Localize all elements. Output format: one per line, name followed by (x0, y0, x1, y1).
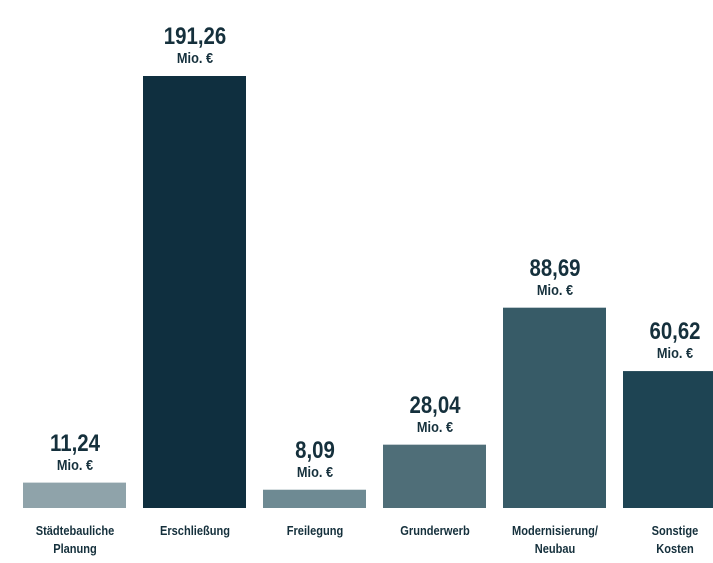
category-label: Städtebauliche Planung (35, 523, 114, 556)
bar (623, 371, 713, 508)
bar (503, 307, 606, 508)
value-label: 11,24 Mio. € (49, 429, 100, 474)
value-label: 28,04 Mio. € (408, 391, 461, 436)
bar (143, 76, 246, 508)
category-label: Sonstige Kosten (651, 523, 698, 556)
value-label: 60,62 Mio. € (648, 318, 701, 363)
category-label: Modernisierung/ Neubau (511, 523, 598, 556)
bar (383, 444, 486, 508)
category-label: Freilegung (286, 523, 343, 538)
bar (23, 482, 126, 508)
bar (263, 489, 366, 508)
category-label: Grunderwerb (399, 523, 470, 538)
category-label: Erschließung (159, 523, 230, 538)
value-label: 88,69 Mio. € (528, 254, 581, 299)
value-label: 191,26 Mio. € (163, 23, 226, 67)
value-label: 8,09 Mio. € (294, 436, 335, 481)
